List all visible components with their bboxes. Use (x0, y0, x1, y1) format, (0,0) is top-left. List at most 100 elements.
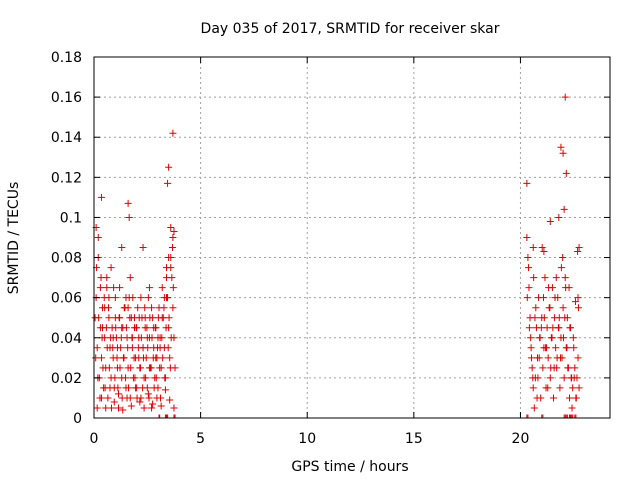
data-point (145, 394, 153, 402)
data-point (527, 334, 535, 342)
data-point (127, 402, 135, 410)
data-point (568, 404, 576, 412)
data-point (139, 244, 147, 252)
y-tick-label: 0.06 (51, 291, 82, 307)
data-point (554, 324, 562, 332)
data-point (105, 294, 113, 302)
data-point (111, 374, 119, 382)
data-point (99, 364, 107, 372)
data-point (114, 384, 122, 392)
y-tick-label: 0.12 (51, 170, 82, 186)
data-point (529, 384, 537, 392)
data-point (536, 334, 544, 342)
data-point (167, 334, 175, 342)
data-point (530, 274, 538, 282)
data-point (540, 314, 548, 322)
data-point (546, 304, 554, 312)
data-point (102, 404, 110, 412)
data-point (541, 274, 549, 282)
data-point (560, 205, 568, 213)
data-point (112, 324, 120, 332)
data-point (93, 344, 101, 352)
data-point (158, 284, 166, 292)
data-point (528, 354, 536, 362)
data-point (570, 344, 578, 352)
data-point (166, 354, 174, 362)
data-point (137, 294, 145, 302)
data-point (119, 406, 127, 414)
data-point (571, 298, 579, 306)
y-tick-label: 0.18 (51, 50, 82, 66)
data-point (575, 384, 583, 392)
data-point (162, 294, 170, 302)
data-point (559, 149, 567, 157)
data-point (125, 213, 133, 221)
data-point (535, 354, 543, 362)
data-point (116, 364, 124, 372)
data-point (142, 374, 150, 382)
data-point (531, 314, 539, 322)
data-point (150, 324, 158, 332)
data-point (557, 264, 565, 272)
x-tick-label: 15 (405, 431, 423, 447)
y-tick-label: 0.16 (51, 90, 82, 106)
data-point-zero (523, 414, 531, 419)
y-tick-label: 0.1 (60, 210, 82, 226)
data-point (164, 179, 172, 187)
data-point (129, 294, 137, 302)
y-axis-label: SRMTID / TECUs (6, 182, 22, 295)
data-point (143, 324, 151, 332)
data-point-zero (162, 414, 170, 419)
data-point (542, 344, 550, 352)
data-point (143, 334, 151, 342)
y-tick-label: 0.02 (51, 371, 82, 387)
data-point (552, 344, 560, 352)
data-point (139, 384, 147, 392)
data-point (523, 179, 531, 187)
data-point (152, 354, 160, 362)
data-point (105, 314, 113, 322)
data-point (144, 390, 152, 398)
data-point (101, 304, 109, 312)
data-point (92, 354, 100, 362)
data-point (104, 394, 112, 402)
data-point-zero (155, 414, 163, 419)
data-point (544, 354, 552, 362)
data-point (118, 324, 126, 332)
data-point (552, 274, 560, 282)
y-tick-label: 0.08 (51, 251, 82, 267)
y-tick-label: 0 (73, 411, 82, 427)
data-point (564, 364, 572, 372)
data-point (145, 364, 153, 372)
data-point (540, 248, 548, 256)
data-point (132, 384, 140, 392)
data-point (168, 244, 176, 252)
y-tick-label: 0.14 (51, 130, 82, 146)
data-point (110, 284, 118, 292)
data-point (532, 304, 540, 312)
data-point (575, 244, 583, 252)
data-point (133, 394, 141, 402)
data-point (546, 217, 554, 225)
data-point (115, 390, 123, 398)
data-point (124, 344, 132, 352)
data-point (170, 404, 178, 412)
data-point (124, 304, 132, 312)
data-point (167, 264, 175, 272)
data-point (154, 334, 162, 342)
chart-title: Day 035 of 2017, SRMTID for receiver ska… (201, 21, 500, 37)
data-point (122, 374, 130, 382)
data-point (106, 384, 114, 392)
data-point (120, 354, 128, 362)
data-point (574, 248, 582, 256)
data-point (113, 344, 121, 352)
data-point (561, 274, 569, 282)
data-point (530, 404, 538, 412)
data-point (159, 354, 167, 362)
data-point (107, 264, 115, 272)
data-point (557, 354, 565, 362)
data-point (527, 344, 535, 352)
data-point (169, 129, 177, 137)
data-point (103, 284, 111, 292)
